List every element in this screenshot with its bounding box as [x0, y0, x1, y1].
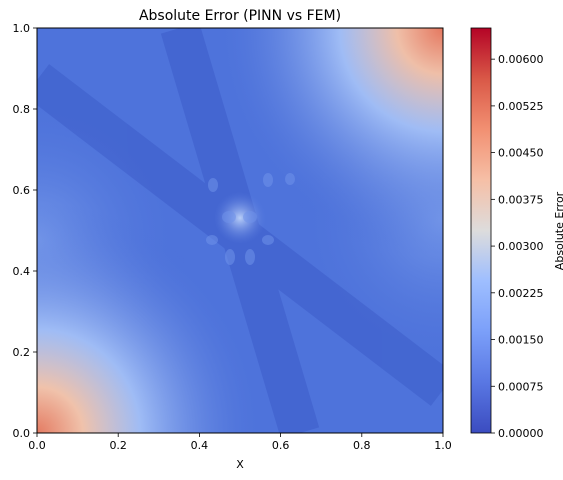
heatmap-center-spot — [200, 180, 280, 260]
colorbar-tick-label: 0.00075 — [498, 380, 544, 393]
x-tick-label: 0.0 — [28, 439, 46, 452]
x-axis-label: X — [236, 458, 244, 471]
colorbar-ticks: 0.00000 0.00075 0.00150 0.00225 0.00300 0.003… — [491, 53, 544, 440]
colorbar-tick-label: 0.00450 — [498, 147, 544, 160]
colorbar-label: Absolute Error — [553, 191, 563, 270]
y-tick-label: 1.0 — [13, 22, 31, 35]
colorbar-tick-label: 0.00375 — [498, 193, 544, 206]
x-tick-label: 0.8 — [353, 439, 371, 452]
heatmap-center-ripples — [206, 173, 295, 265]
y-tick-label: 0.8 — [13, 103, 31, 116]
x-axis: 0.0 0.2 0.4 0.6 0.8 1.0 — [28, 433, 452, 452]
colorbar-tick-label: 0.00000 — [498, 427, 544, 440]
x-tick-label: 0.2 — [109, 439, 127, 452]
chart-title: Absolute Error (PINN vs FEM) — [139, 8, 341, 24]
x-tick-label: 0.6 — [272, 439, 290, 452]
y-axis: 0.0 0.2 0.4 0.6 0.8 1.0 — [13, 22, 37, 440]
x-tick-label: 1.0 — [434, 439, 452, 452]
y-tick-label: 0.6 — [13, 184, 31, 197]
x-tick-label: 0.4 — [191, 439, 209, 452]
y-tick-label: 0.0 — [13, 427, 31, 440]
plot-frame — [36, 27, 444, 434]
colorbar-tick-label: 0.00300 — [498, 240, 544, 253]
colorbar-tick-label: 0.00225 — [498, 287, 544, 300]
colorbar-tick-label: 0.00150 — [498, 334, 544, 347]
y-tick-label: 0.2 — [13, 346, 31, 359]
colorbar-tick-label: 0.00600 — [498, 53, 544, 66]
y-tick-label: 0.4 — [13, 265, 31, 278]
heatmap-plot-area — [37, 28, 443, 433]
colorbar-tick-label: 0.00525 — [498, 100, 544, 113]
colorbar — [470, 27, 492, 434]
